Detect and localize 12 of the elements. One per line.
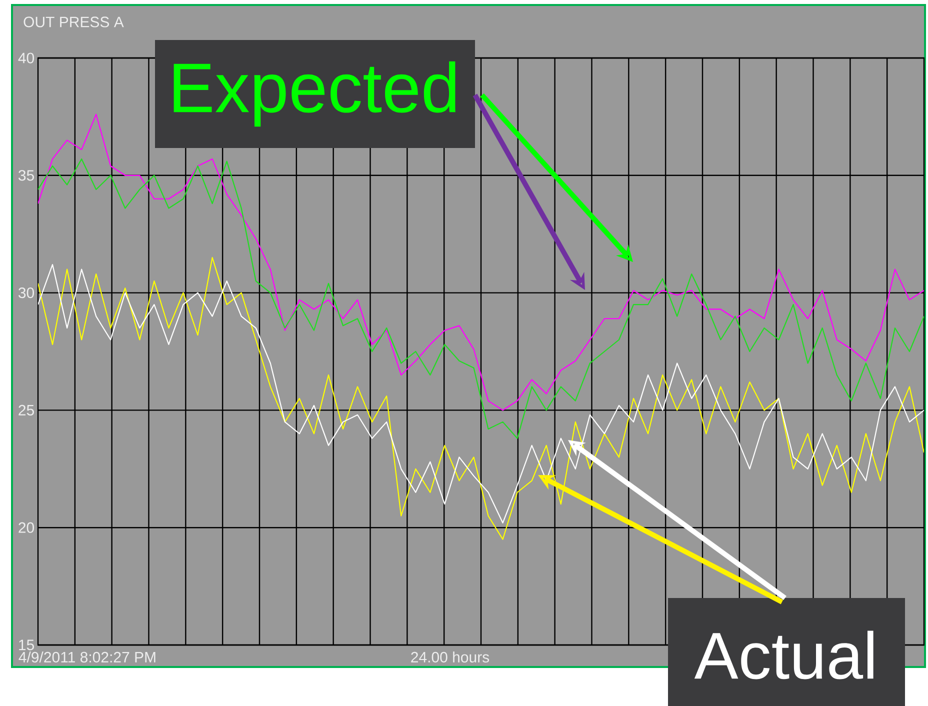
y-tick-label: 20	[18, 522, 34, 533]
y-tick-label: 30	[18, 287, 34, 298]
line-series	[38, 158, 924, 439]
text: 24.00 hours	[411, 651, 490, 663]
y-tick-label: 25	[18, 404, 34, 416]
y-tick-label: 35	[18, 170, 34, 181]
y-tick-label: 15	[19, 640, 34, 650]
annotation: Expected	[174, 61, 456, 127]
text: 4/9/2011 8:02:27 PM	[18, 651, 156, 663]
chart-title: OUT PRESS A	[24, 16, 124, 28]
annotation: Actual	[694, 630, 874, 680]
y-tick-label: 40	[18, 52, 34, 64]
